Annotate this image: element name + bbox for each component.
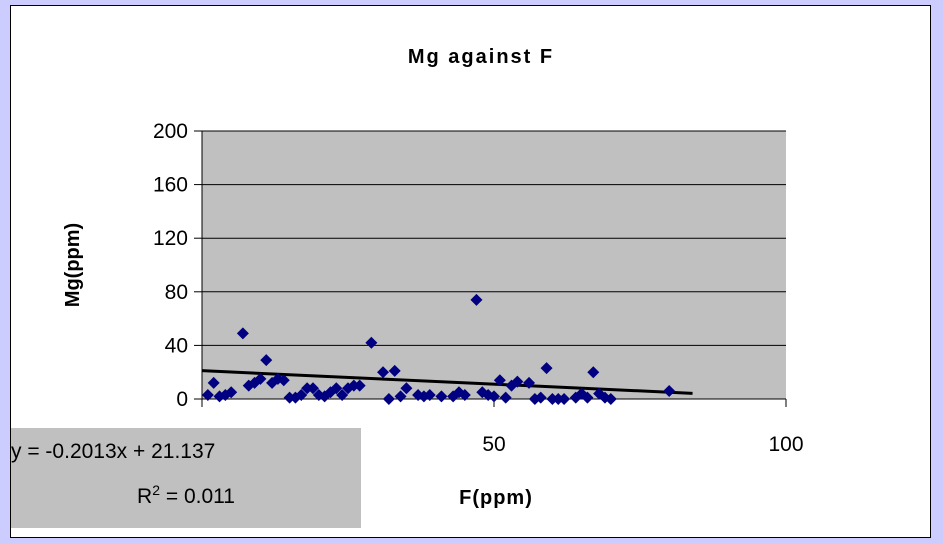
r2-superscript: 2 bbox=[152, 482, 161, 498]
gridlines bbox=[194, 130, 786, 400]
y-tick-label: 0 bbox=[176, 388, 188, 411]
data-point bbox=[523, 376, 536, 389]
data-point bbox=[225, 386, 238, 399]
data-point bbox=[587, 366, 600, 379]
data-point bbox=[353, 379, 366, 392]
chart-frame: Mg against F 0 40 80 120 160 200 0 50 100 Mg(pp… bbox=[10, 5, 931, 538]
data-point bbox=[394, 390, 407, 403]
data-point bbox=[306, 382, 319, 395]
data-point bbox=[336, 388, 349, 401]
data-point bbox=[207, 376, 220, 389]
data-point bbox=[581, 391, 594, 404]
scatter-chart: Mg against F 0 40 80 120 160 200 0 50 100 Mg(pp… bbox=[62, 46, 804, 509]
data-point bbox=[382, 393, 395, 405]
data-point bbox=[493, 374, 506, 387]
data-point bbox=[604, 393, 617, 405]
data-point bbox=[499, 391, 512, 404]
data-point bbox=[540, 362, 553, 375]
r-squared-text: R2 = 0.011 bbox=[11, 482, 361, 509]
y-tick-labels: 0 40 80 120 160 200 bbox=[153, 120, 188, 411]
r2-prefix: R bbox=[137, 485, 153, 508]
y-tick-label: 80 bbox=[165, 281, 188, 304]
data-point bbox=[236, 327, 249, 340]
data-point bbox=[377, 366, 390, 379]
y-tick-label: 40 bbox=[165, 334, 188, 357]
data-point bbox=[388, 364, 401, 377]
data-point bbox=[277, 374, 290, 387]
y-tick-label: 120 bbox=[153, 227, 188, 250]
x-tick-label: 100 bbox=[768, 433, 803, 456]
x-tick-label: 50 bbox=[482, 433, 505, 456]
data-point bbox=[505, 379, 518, 392]
data-point bbox=[511, 375, 524, 388]
data-point bbox=[330, 382, 343, 395]
data-point bbox=[458, 388, 471, 401]
data-point bbox=[558, 393, 571, 405]
data-points bbox=[201, 293, 676, 405]
r2-value: = 0.011 bbox=[160, 485, 235, 508]
data-point bbox=[254, 372, 267, 385]
data-point bbox=[663, 384, 676, 397]
equation-text: y = -0.2013x + 21.137 bbox=[11, 440, 216, 463]
data-point bbox=[534, 391, 547, 404]
data-point bbox=[435, 390, 448, 403]
data-point bbox=[260, 354, 273, 367]
trendline-equation-box: y = -0.2013x + 21.137 R2 = 0.011 bbox=[11, 428, 361, 528]
data-point bbox=[400, 382, 413, 395]
data-point bbox=[488, 390, 500, 403]
y-axis-label: Mg(ppm) bbox=[62, 223, 84, 307]
data-point bbox=[365, 336, 378, 349]
data-point bbox=[201, 388, 214, 401]
y-tick-label: 200 bbox=[153, 120, 188, 143]
data-point bbox=[470, 293, 483, 306]
data-point bbox=[423, 388, 436, 401]
plot-area bbox=[202, 131, 786, 399]
data-point bbox=[295, 388, 308, 401]
y-tick-label: 160 bbox=[153, 174, 188, 197]
x-axis-label: F(ppm) bbox=[459, 487, 533, 509]
chart-title: Mg against F bbox=[408, 46, 554, 68]
